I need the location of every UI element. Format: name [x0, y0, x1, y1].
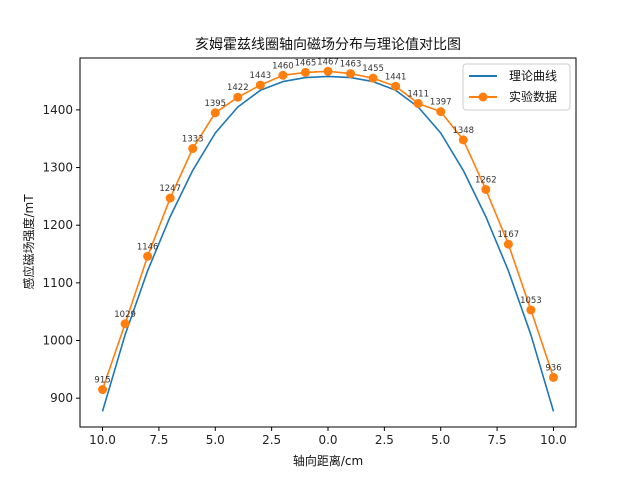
experiment-data-point	[368, 73, 378, 83]
chart-title: 亥姆霍兹线圈轴向磁场分布与理论值对比图	[195, 37, 461, 53]
y-tick-label: 1000	[42, 334, 73, 348]
data-label: 1467	[317, 57, 339, 67]
y-tick-label: 1100	[42, 276, 73, 290]
x-tick-label: 5.0	[206, 433, 225, 447]
experiment-data-point	[98, 385, 108, 395]
data-label: 1333	[182, 135, 204, 145]
data-label: 1262	[475, 175, 497, 185]
x-axis: 10.0 7.5 5.0 2.5 0.0 2.5 5.0 7.5 10.0	[89, 427, 567, 447]
x-tick-label: 7.5	[149, 433, 168, 447]
y-tick-label: 1300	[42, 161, 73, 175]
x-tick-label: 10.0	[540, 433, 567, 447]
legend: 理论曲线 实验数据	[462, 63, 571, 111]
experiment-data-point	[346, 69, 356, 79]
experiment-data-point	[233, 92, 243, 102]
data-label: 1029	[114, 310, 136, 320]
experiment-data-point	[255, 80, 265, 90]
data-label: 1167	[498, 230, 520, 240]
data-label: 1146	[137, 242, 159, 252]
legend-label-experiment: 实验数据	[509, 89, 557, 104]
data-label: 1463	[340, 60, 362, 70]
x-tick-label: 0.0	[318, 433, 337, 447]
experiment-data-point	[548, 372, 558, 382]
data-label: 1422	[227, 83, 249, 93]
data-label: 1441	[385, 72, 407, 82]
data-label: 1397	[430, 98, 452, 108]
experiment-data-point	[278, 70, 288, 80]
data-label: 1395	[204, 99, 226, 109]
data-label: 1348	[452, 126, 474, 136]
data-label: 1053	[520, 296, 542, 306]
x-tick-label: 2.5	[375, 433, 394, 447]
data-label: 936	[545, 363, 561, 373]
y-tick-label: 1400	[42, 103, 73, 117]
experiment-data-point	[526, 305, 536, 315]
experiment-data-point	[188, 144, 198, 154]
y-tick-label: 1200	[42, 218, 73, 232]
experiment-data-point	[143, 251, 153, 261]
y-axis: 900 1000 1100 1200 1300 1400	[42, 103, 80, 405]
experiment-data-point	[391, 81, 401, 91]
legend-label-theory: 理论曲线	[509, 69, 557, 83]
experiment-data-point	[300, 67, 310, 77]
legend-marker-experiment	[478, 92, 488, 102]
data-label: 1455	[362, 64, 384, 74]
x-tick-label: 5.0	[431, 433, 450, 447]
data-label: 1465	[295, 58, 317, 68]
experiment-data-point	[481, 184, 491, 194]
x-tick-label: 2.5	[262, 433, 281, 447]
experiment-data-point	[503, 239, 513, 249]
y-tick-label: 900	[50, 391, 73, 405]
experiment-data-point	[210, 108, 220, 118]
experiment-data-point	[323, 66, 333, 76]
y-axis-label: 感应磁场强度/mT	[21, 194, 36, 290]
data-label: 915	[94, 376, 110, 386]
x-axis-label: 轴向距离/cm	[293, 453, 363, 468]
x-tick-label: 10.0	[89, 433, 116, 447]
experiment-data-point	[436, 107, 446, 117]
x-tick-label: 7.5	[488, 433, 507, 447]
data-label: 1443	[250, 71, 272, 81]
experiment-data-point	[413, 99, 423, 109]
experiment-data-point	[458, 135, 468, 145]
experiment-data-point	[165, 193, 175, 203]
data-label: 1460	[272, 61, 294, 71]
experiment-data-point	[120, 319, 130, 329]
data-label: 1247	[159, 184, 181, 194]
data-label: 1411	[407, 90, 429, 100]
theory-curve-line	[101, 75, 555, 412]
